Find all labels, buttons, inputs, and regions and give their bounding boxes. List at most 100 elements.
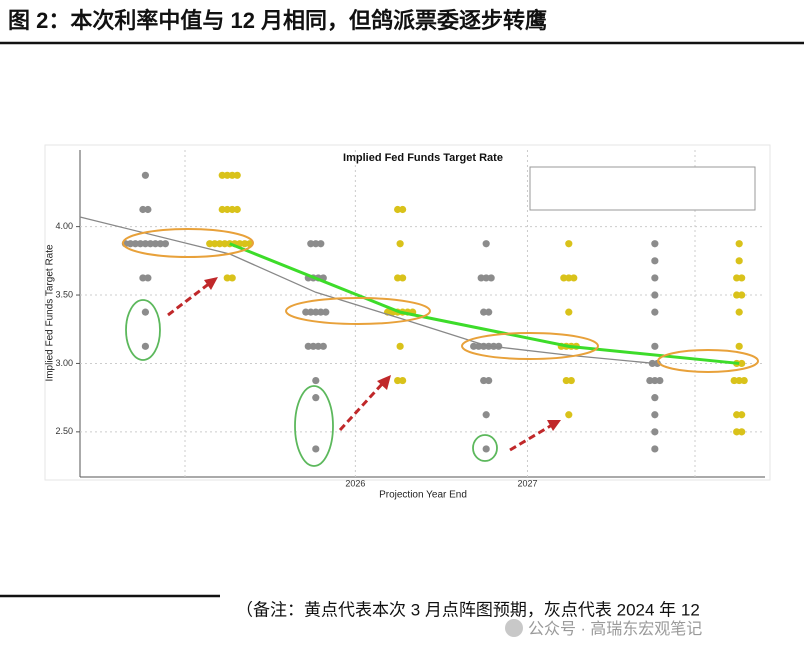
dot bbox=[317, 240, 325, 248]
dot bbox=[223, 171, 231, 179]
dot bbox=[399, 376, 407, 385]
y-tick-label: 4.00 bbox=[55, 221, 73, 231]
watermark: 公众号 · 高瑞东宏观笔记 bbox=[528, 620, 702, 638]
chart-title: Implied Fed Funds Target Rate bbox=[343, 152, 503, 164]
dot bbox=[399, 274, 407, 282]
dot bbox=[735, 257, 743, 265]
dot bbox=[309, 342, 317, 350]
dot bbox=[312, 240, 320, 248]
dot bbox=[304, 342, 312, 350]
dot bbox=[470, 342, 478, 350]
dot bbox=[733, 428, 741, 436]
dot bbox=[223, 205, 231, 214]
dot bbox=[480, 376, 488, 385]
dot bbox=[738, 359, 746, 368]
dot bbox=[733, 274, 741, 282]
dot bbox=[139, 205, 147, 214]
dove-circles bbox=[125, 299, 498, 467]
highlight-ellipse bbox=[461, 332, 599, 360]
header-title: 图 2：本次利率中值与 12 月相同，但鸽派票委逐步转鹰 bbox=[8, 8, 547, 33]
dot bbox=[738, 291, 746, 299]
dot bbox=[312, 445, 320, 453]
dot bbox=[482, 240, 490, 248]
dot bbox=[738, 411, 746, 419]
dot bbox=[482, 411, 490, 419]
arrow-head bbox=[204, 277, 218, 290]
dot bbox=[312, 376, 320, 385]
dot bbox=[141, 342, 150, 350]
dot bbox=[567, 376, 575, 385]
dot bbox=[733, 291, 741, 299]
dot bbox=[307, 308, 315, 316]
y-axis-label: Implied Fed Funds Target Rate bbox=[45, 244, 56, 382]
arrow bbox=[338, 381, 385, 432]
dot bbox=[485, 308, 493, 316]
arrow bbox=[167, 281, 211, 317]
dot bbox=[394, 205, 402, 214]
dot bbox=[482, 445, 490, 453]
dot bbox=[651, 274, 659, 282]
dot bbox=[396, 240, 404, 248]
dot bbox=[651, 411, 659, 419]
dot bbox=[141, 308, 150, 316]
highlight-ellipse bbox=[122, 228, 254, 258]
dot bbox=[146, 240, 155, 248]
dot bbox=[314, 342, 322, 350]
legend-box bbox=[529, 166, 756, 211]
dot bbox=[651, 428, 659, 436]
dot bbox=[233, 171, 241, 179]
dot bbox=[651, 291, 659, 299]
dot bbox=[651, 257, 659, 265]
dot bbox=[136, 240, 145, 248]
dot bbox=[206, 240, 214, 248]
dot bbox=[565, 308, 573, 316]
dot bbox=[241, 240, 249, 248]
line bbox=[79, 216, 655, 365]
dot bbox=[319, 342, 327, 350]
x-tick-label: 2027 bbox=[517, 478, 537, 488]
dot bbox=[565, 411, 573, 419]
dot bbox=[151, 240, 160, 248]
y-tick-label: 2.50 bbox=[55, 426, 73, 436]
arrow bbox=[509, 423, 553, 452]
dot bbox=[218, 171, 226, 179]
marks: 2.50 3.00 3.50 4.00 2026 2027 bbox=[55, 150, 765, 488]
arrows bbox=[167, 277, 561, 452]
dot bbox=[651, 342, 659, 350]
dot bbox=[223, 274, 231, 282]
dot bbox=[126, 240, 135, 248]
dot bbox=[141, 171, 150, 179]
dot bbox=[735, 342, 743, 350]
dot bbox=[161, 240, 170, 248]
arrow-head bbox=[377, 375, 391, 390]
dot bbox=[651, 308, 659, 316]
dot bbox=[738, 274, 746, 282]
highlight-ellipse bbox=[657, 349, 759, 373]
highlight-ellipse bbox=[285, 297, 431, 325]
dot bbox=[307, 240, 315, 248]
dot bbox=[735, 240, 743, 248]
dot bbox=[156, 240, 165, 248]
dot bbox=[730, 376, 738, 385]
dot bbox=[651, 445, 659, 453]
dot bbox=[738, 428, 746, 436]
watermark-icon bbox=[505, 619, 523, 637]
y-tick-label: 3.00 bbox=[55, 358, 73, 368]
dot bbox=[646, 376, 654, 385]
dove-ellipse bbox=[472, 434, 498, 462]
dot bbox=[653, 359, 661, 368]
dot bbox=[216, 240, 224, 248]
dot bbox=[485, 376, 493, 385]
highlights bbox=[122, 228, 759, 373]
dot bbox=[221, 240, 229, 248]
dot bbox=[131, 240, 140, 248]
dot bbox=[233, 205, 241, 214]
dot bbox=[399, 205, 407, 214]
dot bbox=[651, 240, 659, 248]
dot bbox=[735, 376, 743, 385]
dot bbox=[144, 205, 152, 214]
dot bbox=[322, 308, 330, 316]
x-axis-label: Projection Year End bbox=[379, 490, 467, 501]
dot bbox=[228, 171, 236, 179]
